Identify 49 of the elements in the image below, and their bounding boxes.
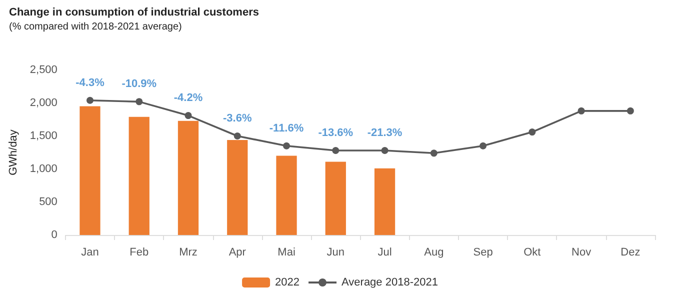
x-tick-label: Okt bbox=[524, 246, 541, 258]
point bbox=[332, 147, 340, 154]
point bbox=[283, 142, 290, 150]
y-tick-label: 2,000 bbox=[30, 97, 58, 109]
bar bbox=[325, 162, 346, 235]
annotation: -10.9% bbox=[122, 78, 157, 90]
point bbox=[184, 112, 192, 120]
point bbox=[528, 128, 536, 136]
point bbox=[381, 147, 388, 154]
x-tick-label: Nov bbox=[572, 246, 592, 258]
x-tick-label: Jun bbox=[326, 246, 345, 258]
y-axis-title: GWh/day bbox=[8, 129, 20, 176]
bar bbox=[276, 156, 297, 235]
point bbox=[626, 107, 634, 114]
x-tick-label: Jan bbox=[81, 246, 99, 258]
legend-label: Average 2018-2021 bbox=[342, 276, 438, 288]
annotation: -13.6% bbox=[318, 127, 354, 140]
annotation: -4.3% bbox=[76, 76, 105, 89]
chart-title: Change in consumption of industrial customers bbox=[9, 6, 259, 18]
y-tick-label: 2,500 bbox=[30, 64, 58, 76]
annotation: -21.3% bbox=[367, 127, 402, 140]
x-tick-label: Sep bbox=[473, 246, 493, 258]
y-tick-label: 500 bbox=[39, 196, 58, 208]
chart-subtitle: (% compared with 2018-2021 average) bbox=[9, 22, 182, 32]
annotation: -4.2% bbox=[174, 92, 203, 104]
y-tick-label: 0 bbox=[51, 229, 58, 241]
bar bbox=[178, 120, 199, 235]
annotation: -3.6% bbox=[223, 112, 252, 124]
point bbox=[480, 142, 487, 150]
x-tick-label: Aug bbox=[424, 246, 444, 258]
legend-label: 2022 bbox=[275, 276, 300, 288]
y-tick-label: 1,000 bbox=[30, 163, 58, 175]
point bbox=[430, 150, 438, 157]
bar bbox=[227, 140, 248, 235]
bar bbox=[374, 168, 396, 235]
x-tick-label: Mai bbox=[278, 246, 296, 258]
x-tick-label: Apr bbox=[228, 246, 246, 258]
bar bbox=[128, 116, 150, 235]
y-tick-label: 1,500 bbox=[30, 130, 58, 142]
x-tick-label: Feb bbox=[130, 246, 149, 258]
point bbox=[86, 96, 94, 104]
x-tick-label: Mrz bbox=[179, 246, 198, 258]
x-tick-label: Jul bbox=[378, 246, 392, 258]
point bbox=[136, 98, 143, 106]
bar bbox=[80, 106, 100, 235]
point bbox=[234, 132, 241, 140]
x-tick-label: Dez bbox=[620, 246, 640, 258]
annotation: -11.6% bbox=[269, 122, 304, 134]
point bbox=[578, 107, 585, 114]
